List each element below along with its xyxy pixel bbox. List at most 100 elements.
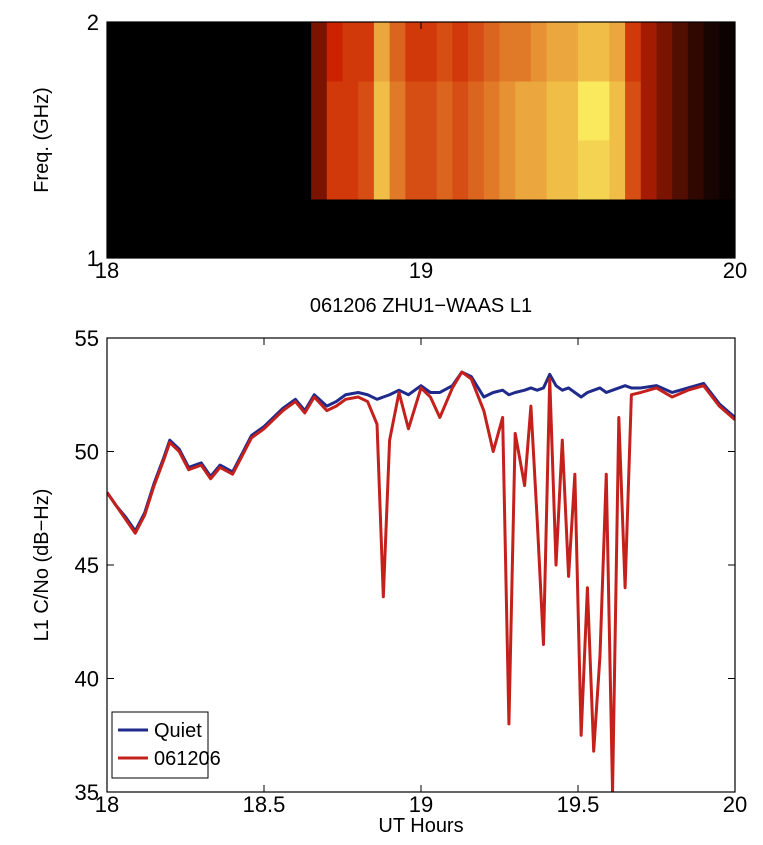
heatmap-cell [373,22,391,82]
heatmap-cell [326,199,343,259]
heatmap-cell [499,22,516,82]
heatmap-cell [264,22,281,82]
heatmap-cell [625,81,642,141]
heatmap-cell [421,81,438,141]
heatmap-cell [232,199,249,259]
heatmap-cell [578,81,595,141]
heatmap-cell [703,140,720,200]
heatmap-cell [436,81,453,141]
heatmap-cell [232,22,249,82]
heatmap-cell [593,81,610,141]
heatmap-cell [279,22,296,82]
heatmap-cell [515,22,532,82]
heatmap-cell [232,140,249,200]
heatmap-cell [656,81,673,141]
heatmap-cell [546,22,563,82]
heatmap-cell [295,199,312,259]
heatmap-cell [672,140,689,200]
heatmap-cell [216,81,234,141]
heatmap-cell [248,140,265,200]
heatmap-cell [703,199,720,259]
x-tick-label: 18 [95,792,119,817]
heatmap-cell [578,199,595,259]
heatmap-cell [295,22,312,82]
heatmap-cell [107,81,124,141]
heatmap-cell [530,140,548,200]
heatmap-cell [405,22,422,82]
heatmap-cell [562,140,579,200]
heatmap-cell [169,199,186,259]
heatmap-cell [201,140,218,200]
heatmap-cell [719,140,736,200]
heatmap-cell [358,22,375,82]
heatmap-cell [342,22,359,82]
heatmap-cell [421,140,438,200]
heatmap-cell [373,140,391,200]
heatmap-cell [452,140,469,200]
heatmap-cell [201,199,218,259]
heatmap-cell [672,81,689,141]
x-axis-label: UT Hours [378,815,463,837]
heatmap-cell [578,22,595,82]
heatmap-cell [248,199,265,259]
heatmap-cell [421,22,438,82]
heatmap-cell [499,140,516,200]
heatmap-cell [546,199,563,259]
heatmap-cell [326,140,343,200]
heatmap-cell [562,22,579,82]
x-tick-label: 20 [723,258,747,283]
heatmap-cell [279,199,296,259]
heatmap-cell [672,22,689,82]
heatmap-cell [138,22,155,82]
legend-label: Quiet [154,720,202,742]
heatmap-cell [373,81,391,141]
heatmap-cell [578,140,595,200]
y-tick-label: 1 [87,246,99,271]
y-tick-label: 55 [75,326,99,351]
heatmap-cell [311,140,328,200]
heatmap-cell [421,199,438,259]
heatmap-cell [107,199,124,259]
heatmap-cell [483,81,500,141]
heatmap-cell [719,22,736,82]
heatmap-cell [640,22,657,82]
x-axis-label: 061206 ZHU1−WAAS L1 [310,295,532,317]
x-tick-label: 20 [723,792,747,817]
heatmap-cell [154,81,171,141]
heatmap-cell [264,81,281,141]
heatmap-cell [562,199,579,259]
heatmap-cell [389,81,406,141]
heatmap-cell [530,199,548,259]
heatmap-cell [640,81,657,141]
heatmap-cell [609,81,626,141]
heatmap-cell [515,199,532,259]
heatmap-cell [468,22,485,82]
y-tick-label: 50 [75,440,99,465]
heatmap-cell [216,140,234,200]
heatmap-cell [201,81,218,141]
heatmap-cell [264,140,281,200]
heatmap-cell [452,199,469,259]
heatmap-cell [687,140,705,200]
heatmap-cell [656,22,673,82]
heatmap-cell [342,140,359,200]
heatmap-cell [358,81,375,141]
heatmap-cell [499,199,516,259]
heatmap-cell [185,22,202,82]
heatmap-cell [107,140,124,200]
heatmap-cell [295,81,312,141]
heatmap-cell [562,81,579,141]
heatmap-cell [625,140,642,200]
x-tick-label: 19.5 [557,792,600,817]
heatmap-cell [264,199,281,259]
heatmap-cell [609,22,626,82]
heatmap-cell [311,199,328,259]
heatmap-cell [656,140,673,200]
x-tick-label: 18 [95,258,119,283]
legend-label: 061206 [154,748,221,770]
heatmap-cell [687,81,705,141]
heatmap-cell [405,140,422,200]
heatmap-cell [326,22,343,82]
plot-frame [106,337,736,793]
